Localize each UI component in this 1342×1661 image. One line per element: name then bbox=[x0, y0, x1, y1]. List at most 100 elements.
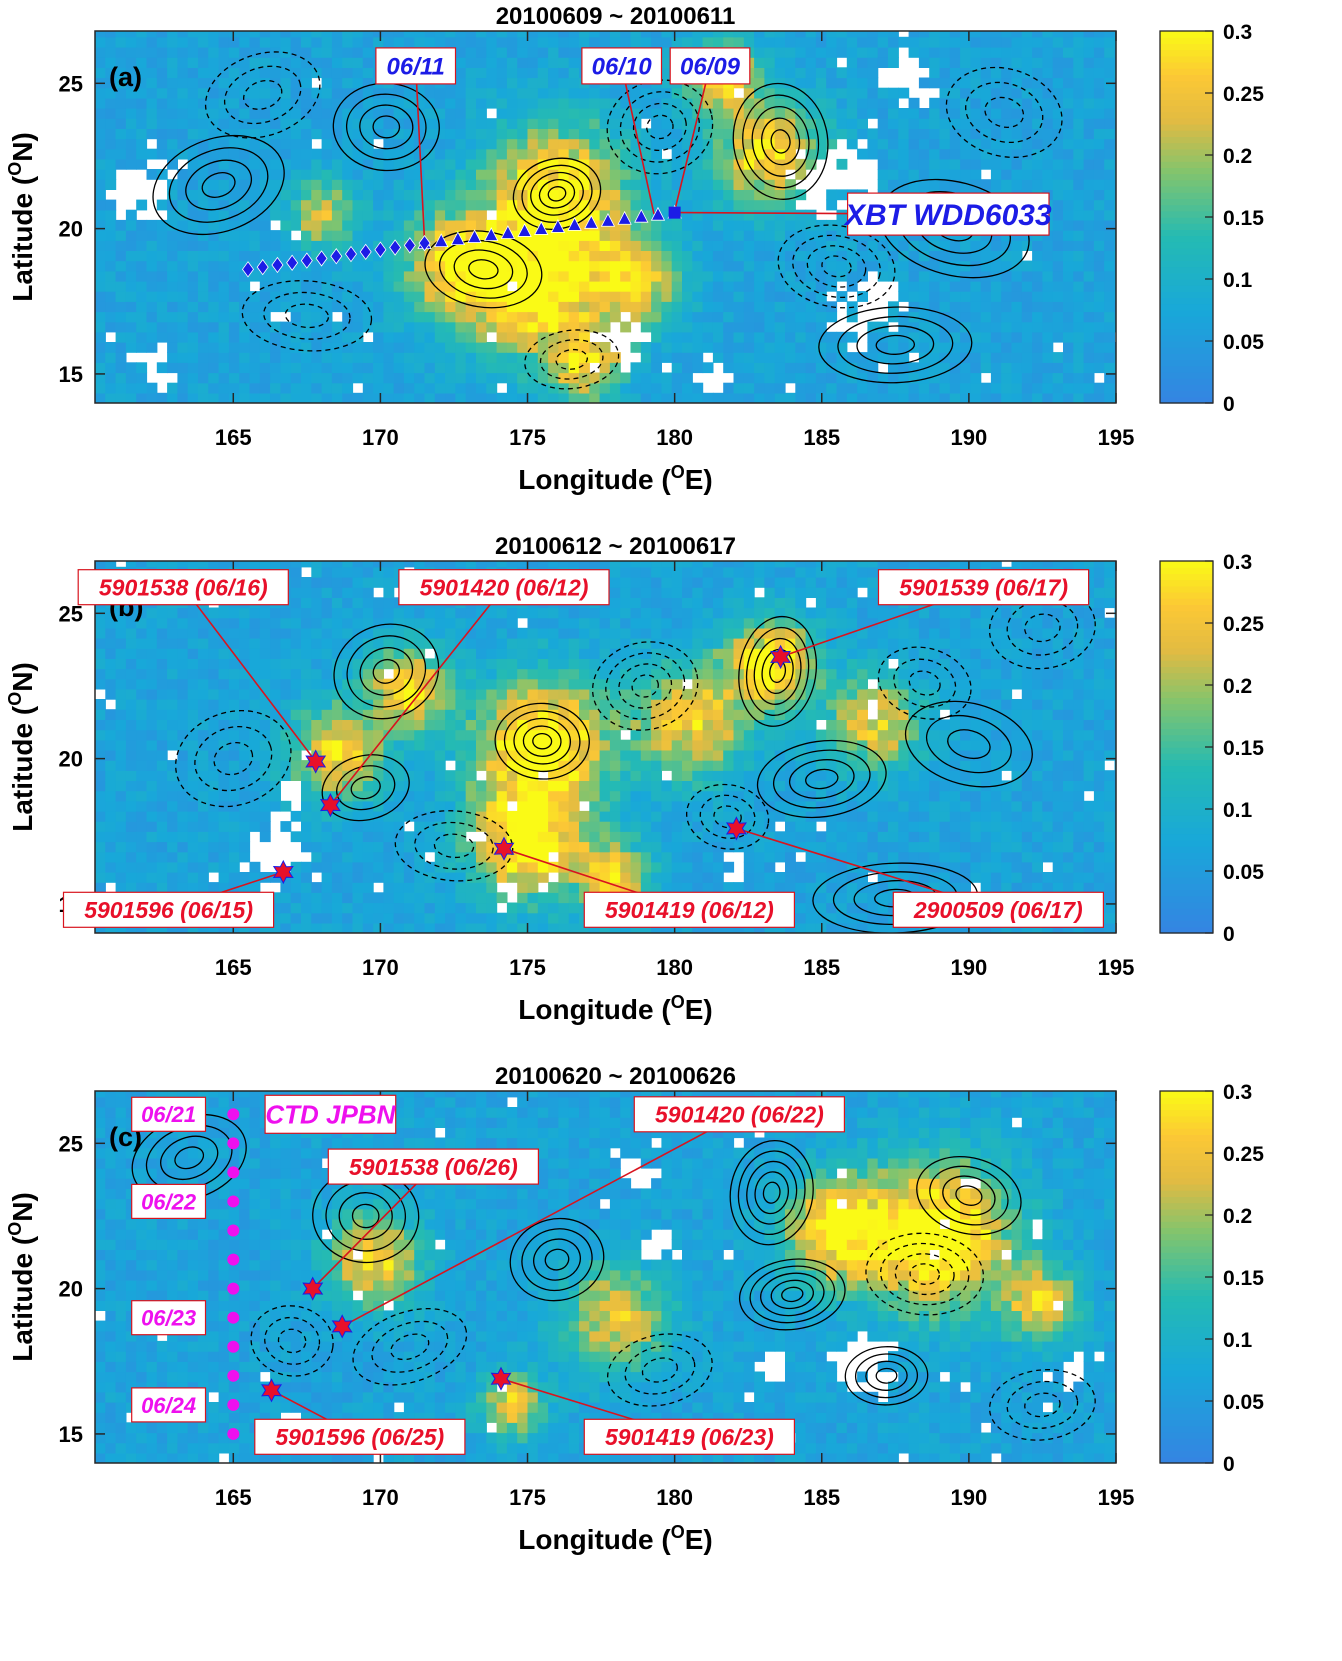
heatmap-cell bbox=[321, 47, 333, 58]
heatmap-cell bbox=[239, 780, 251, 792]
heatmap-cell bbox=[1083, 352, 1095, 363]
heatmap-cell bbox=[774, 240, 786, 251]
heatmap-cell bbox=[362, 128, 374, 140]
heatmap-cell bbox=[125, 922, 137, 933]
heatmap-cell bbox=[1083, 321, 1095, 333]
heatmap-cell bbox=[301, 872, 312, 883]
heatmap-cell bbox=[671, 97, 683, 109]
heatmap-cell bbox=[414, 800, 426, 812]
heatmap-cell bbox=[754, 372, 765, 384]
heatmap-cell bbox=[455, 902, 467, 914]
heatmap-cell bbox=[177, 219, 189, 231]
heatmap-cell bbox=[970, 270, 982, 282]
heatmap-cell bbox=[331, 219, 343, 231]
heatmap-cell bbox=[486, 97, 498, 109]
heatmap-cell bbox=[630, 189, 642, 201]
heatmap-cell bbox=[445, 301, 456, 313]
heatmap-cell bbox=[476, 230, 487, 241]
heatmap-cell bbox=[568, 199, 580, 211]
heatmap-cell bbox=[218, 47, 230, 58]
heatmap-cell bbox=[301, 922, 312, 933]
heatmap-cell bbox=[424, 230, 436, 241]
heatmap-cell bbox=[290, 810, 302, 822]
heatmap-cell bbox=[1011, 342, 1023, 353]
colorbar-segment bbox=[1160, 248, 1213, 255]
heatmap-cell bbox=[682, 270, 693, 282]
colorbar-segment bbox=[1160, 86, 1213, 94]
heatmap-cell bbox=[393, 219, 405, 231]
heatmap-cell bbox=[270, 892, 281, 904]
heatmap-cell bbox=[352, 128, 364, 140]
heatmap-cell bbox=[342, 219, 354, 231]
heatmap-cell bbox=[1083, 392, 1095, 403]
heatmap-cell bbox=[218, 688, 230, 700]
heatmap-cell bbox=[929, 148, 941, 160]
heatmap-cell bbox=[1093, 301, 1105, 313]
heatmap-cell bbox=[208, 321, 220, 333]
heatmap-cell bbox=[352, 311, 364, 323]
heatmap-cell bbox=[301, 128, 312, 140]
heatmap-cell bbox=[651, 230, 662, 241]
heatmap-cell bbox=[888, 342, 899, 353]
heatmap-cell bbox=[929, 301, 941, 313]
heatmap-cell bbox=[270, 36, 281, 48]
heatmap-cell bbox=[373, 668, 384, 680]
heatmap-cell bbox=[362, 678, 374, 690]
heatmap-cell bbox=[733, 352, 745, 363]
heatmap-cell bbox=[146, 128, 158, 140]
heatmap-cell bbox=[403, 189, 415, 201]
chart-title: 20100609 ~ 20100611 bbox=[496, 3, 736, 30]
heatmap-cell bbox=[805, 128, 817, 140]
heatmap-cell bbox=[826, 97, 838, 109]
heatmap-cell bbox=[414, 617, 426, 629]
heatmap-cell bbox=[1083, 179, 1095, 190]
heatmap-cell bbox=[445, 709, 456, 720]
heatmap-cell bbox=[218, 352, 230, 363]
heatmap-cell bbox=[342, 67, 354, 79]
heatmap-cell bbox=[383, 108, 395, 119]
heatmap-cell bbox=[888, 392, 899, 403]
heatmap-cell bbox=[970, 311, 982, 323]
heatmap-cell bbox=[352, 209, 364, 221]
heatmap-cell bbox=[712, 230, 724, 241]
heatmap-cell bbox=[228, 638, 240, 649]
heatmap-cell bbox=[1042, 260, 1054, 272]
annotation-label: 06/10 bbox=[592, 54, 653, 81]
heatmap-cell bbox=[836, 260, 848, 272]
heatmap-cell bbox=[939, 382, 951, 394]
heatmap-cell bbox=[826, 331, 838, 343]
heatmap-cell bbox=[95, 189, 106, 201]
heatmap-cell bbox=[249, 678, 261, 690]
heatmap-cell bbox=[630, 97, 642, 109]
heatmap-cell bbox=[1042, 311, 1054, 323]
heatmap-cell bbox=[599, 382, 611, 394]
heatmap-cell bbox=[568, 311, 580, 323]
heatmap-cell bbox=[95, 270, 106, 282]
heatmap-cell bbox=[476, 138, 487, 150]
heatmap-cell bbox=[373, 810, 384, 822]
heatmap-cell bbox=[403, 678, 415, 690]
heatmap-cell bbox=[239, 230, 251, 241]
heatmap-cell bbox=[198, 800, 209, 812]
heatmap-cell bbox=[764, 311, 776, 323]
heatmap-cell bbox=[589, 97, 601, 109]
colorbar-tick-label: 0.15 bbox=[1223, 207, 1264, 230]
heatmap-cell bbox=[1052, 392, 1064, 403]
heatmap-cell bbox=[589, 189, 601, 201]
heatmap-cell bbox=[867, 342, 879, 353]
heatmap-cell bbox=[1063, 291, 1074, 302]
heatmap-cell bbox=[1083, 230, 1095, 241]
heatmap-cell bbox=[558, 301, 570, 313]
heatmap-cell bbox=[692, 128, 704, 140]
heatmap-cell bbox=[342, 821, 354, 832]
heatmap-cell bbox=[537, 128, 549, 140]
heatmap-cell bbox=[692, 291, 704, 302]
heatmap-cell bbox=[167, 922, 178, 933]
colorbar-segment bbox=[1160, 266, 1213, 274]
heatmap-cell bbox=[754, 148, 765, 160]
heatmap-cell bbox=[815, 128, 827, 140]
heatmap-cell bbox=[589, 240, 601, 251]
heatmap-cell bbox=[692, 280, 704, 292]
heatmap-cell bbox=[723, 342, 735, 353]
heatmap-cell bbox=[373, 382, 384, 394]
